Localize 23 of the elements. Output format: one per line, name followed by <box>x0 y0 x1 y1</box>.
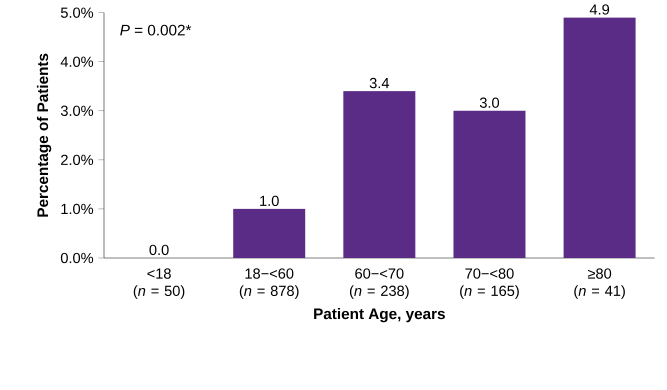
y-tick-label: 4.0% <box>60 56 94 67</box>
bar <box>343 91 416 258</box>
data-label: 1.0 <box>260 196 279 206</box>
x-tick-label: 18−<60 (n = 878) <box>240 268 299 299</box>
y-tick-label: 5.0% <box>60 8 94 18</box>
bar <box>564 18 636 258</box>
data-label: 0.0 <box>149 244 169 256</box>
bar <box>453 110 526 258</box>
x-tick-label: ≥80 (n = 41) <box>574 268 625 299</box>
data-label: 3.4 <box>370 78 390 88</box>
y-axis-title: Percentage of Patients <box>36 54 52 217</box>
y-tick-label: 1.0% <box>61 204 94 214</box>
x-tick-label: 60−<70 (n = 238) <box>350 268 409 299</box>
annotation: P = 0.002* <box>120 24 192 36</box>
y-tick-label: 2.0% <box>61 154 94 166</box>
data-label: 3.0 <box>480 98 500 108</box>
x-tick-label: <18 (n = 50) <box>134 268 184 299</box>
x-axis-title: Patient Age, years <box>314 308 445 322</box>
x-tick-label: 70−<80 (n = 165) <box>460 268 519 299</box>
y-tick-label: 3.0% <box>60 106 94 116</box>
y-tick-label: 0.0% <box>60 252 94 264</box>
bar <box>233 208 306 258</box>
data-label: 4.9 <box>590 4 610 15</box>
